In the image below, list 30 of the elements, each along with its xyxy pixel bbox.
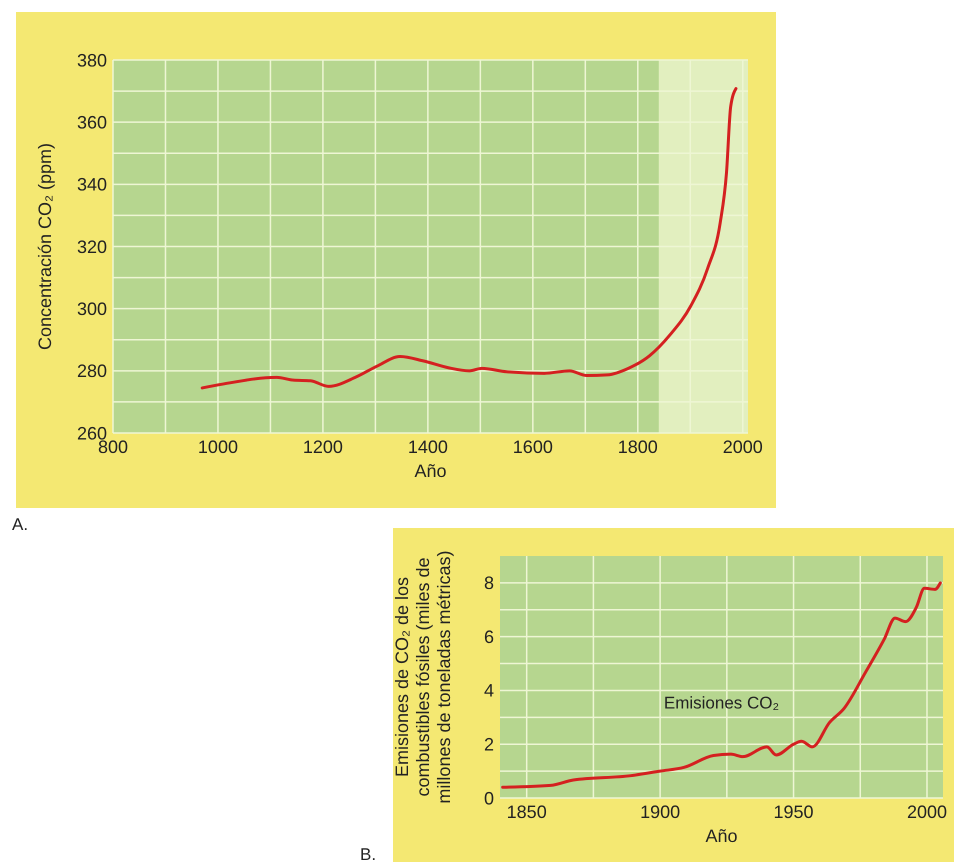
x-tick-label: 1800 — [618, 437, 658, 457]
annotation: Emisiones CO₂ — [664, 693, 780, 712]
x-axis-title: Año — [705, 826, 738, 846]
line-series — [501, 581, 942, 789]
x-tick-label: 1600 — [512, 437, 553, 457]
x-tick-label: 2000 — [906, 802, 948, 822]
x-tick-label: 2000 — [722, 437, 763, 457]
text: A. — [12, 515, 28, 534]
line-series — [200, 87, 738, 390]
y-tick-label: 360 — [76, 112, 107, 132]
y-tick-label: 320 — [76, 236, 107, 257]
x-tick-label: 1400 — [408, 437, 448, 457]
x-tick-label: 1850 — [506, 802, 547, 822]
y-tick-label: 4 — [484, 680, 494, 701]
y-tick-label: 300 — [76, 298, 107, 319]
y-axis-title: Emisiones de CO₂ de los combustibles fósiles (miles de millones de toneladas métricas) — [392, 550, 454, 804]
y-tick-label: 380 — [76, 50, 107, 70]
x-tick-label: 1200 — [302, 437, 343, 457]
x-tick-label: 1950 — [774, 802, 814, 822]
y-tick-label: 0 — [484, 788, 494, 808]
y-tick-label: 6 — [484, 626, 494, 647]
x-axis-title: Año — [414, 461, 447, 481]
y-tick-label: 8 — [484, 573, 494, 594]
text: B. — [360, 845, 376, 862]
x-tick-label: 1000 — [198, 437, 238, 457]
y-tick-label: 280 — [76, 361, 107, 382]
y-tick-label: 340 — [76, 174, 107, 195]
y-axis-title: Concentración CO₂ (ppm) — [35, 142, 55, 350]
x-tick-label: 1900 — [640, 802, 680, 822]
y-tick-label: 2 — [484, 734, 494, 755]
